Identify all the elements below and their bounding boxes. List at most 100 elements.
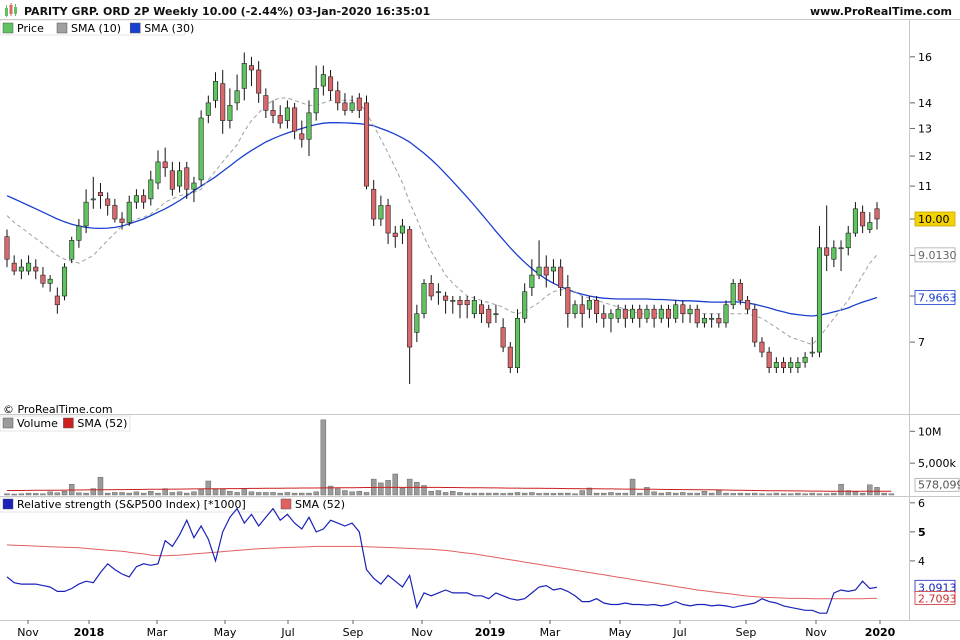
volume-bar (744, 493, 751, 496)
volume-bar (579, 490, 585, 496)
x-tick-label: Mar (147, 626, 168, 639)
candle (450, 300, 456, 302)
rs-legend-label: Relative strength (S&P500 Index) [*1000] (17, 498, 246, 511)
candle (11, 262, 17, 272)
candle (730, 283, 736, 306)
candle (608, 313, 614, 319)
x-tick-label: Nov (805, 626, 827, 639)
price-tick-label: 11 (918, 180, 932, 193)
x-tick-label: Sep (343, 626, 364, 639)
volume-bar (543, 492, 549, 496)
volume-bar (47, 491, 53, 496)
volume-bar (507, 492, 514, 496)
candle (658, 308, 664, 319)
price-icon (2, 22, 14, 34)
volume-bar (780, 493, 787, 496)
volume-bar (601, 492, 607, 496)
price-value-box (914, 290, 956, 305)
price-value-label: 10.00 (918, 213, 950, 226)
volume-bar (450, 490, 456, 496)
candle (601, 313, 607, 319)
volume-bar (277, 492, 283, 496)
candle (83, 201, 89, 227)
candle (493, 313, 499, 316)
volume-bar (593, 492, 600, 496)
volume-bar (327, 485, 334, 496)
volume-bar (773, 492, 780, 496)
price-tick-label: 7 (918, 336, 925, 349)
sma-gray-icon (56, 22, 68, 34)
candle (558, 266, 564, 288)
volume-bar (4, 493, 10, 496)
site-url[interactable]: www.ProRealTime.com (809, 5, 952, 18)
candle (414, 313, 420, 333)
rs-sma-icon (280, 498, 292, 510)
candle (701, 317, 707, 324)
rs-tick-label: 5 (918, 526, 926, 539)
candle (61, 266, 68, 297)
candle (198, 117, 204, 181)
volume-bar (816, 493, 823, 496)
candle (26, 262, 32, 272)
candle (651, 308, 657, 319)
volume-bar (421, 485, 427, 496)
candle (126, 201, 132, 223)
volume-bar (521, 492, 528, 496)
candle (500, 327, 506, 348)
candle (356, 97, 362, 111)
volume-bar (637, 492, 643, 496)
volume-bar (11, 493, 17, 496)
volume-tick-label: 10M (918, 425, 942, 438)
candle (320, 74, 326, 87)
volume-bar (140, 492, 147, 496)
volume-bar (227, 490, 233, 496)
volume-bar (629, 478, 636, 496)
candle (550, 266, 556, 272)
volume-bar (112, 492, 118, 496)
volume-bar (500, 493, 506, 496)
x-tick-label: Nov (411, 626, 433, 639)
volume-bar (234, 492, 240, 496)
candle (838, 247, 844, 250)
volume-bar (737, 492, 744, 496)
rs-line (6, 507, 878, 614)
price-tick-label: 12 (918, 150, 932, 163)
candle (378, 205, 384, 220)
volume-icon (2, 417, 14, 429)
candle (644, 308, 650, 319)
volume-bar (219, 488, 226, 496)
candle (141, 195, 147, 203)
candle (536, 266, 542, 276)
candle (177, 170, 183, 187)
volume-bar (802, 493, 808, 496)
candle (306, 112, 312, 140)
volume-bar (148, 490, 154, 496)
volume-bar (845, 490, 851, 496)
volume-bar (335, 488, 341, 496)
candle (328, 76, 334, 92)
volume-bar (615, 492, 621, 496)
volume-bar (680, 492, 686, 496)
x-tick-label: Nov (17, 626, 39, 639)
volume-bar (608, 492, 614, 496)
candle (594, 300, 600, 315)
volume-bar (658, 492, 665, 496)
volume-legend-label: SMA (52) (77, 417, 127, 430)
volume-bar (557, 492, 564, 496)
candle (637, 308, 643, 319)
candle (399, 225, 405, 234)
volume-bar (97, 476, 104, 496)
candle (615, 308, 621, 319)
candle (543, 266, 549, 276)
volume-bar (694, 492, 700, 496)
candle (867, 222, 873, 230)
volume-bar (392, 473, 398, 496)
volume-bar (823, 493, 830, 496)
volume-bar (687, 492, 693, 496)
volume-bar (284, 492, 291, 496)
volume-bar (191, 491, 197, 496)
volume-bar (255, 492, 262, 496)
candle (802, 356, 808, 363)
candle (220, 83, 226, 121)
